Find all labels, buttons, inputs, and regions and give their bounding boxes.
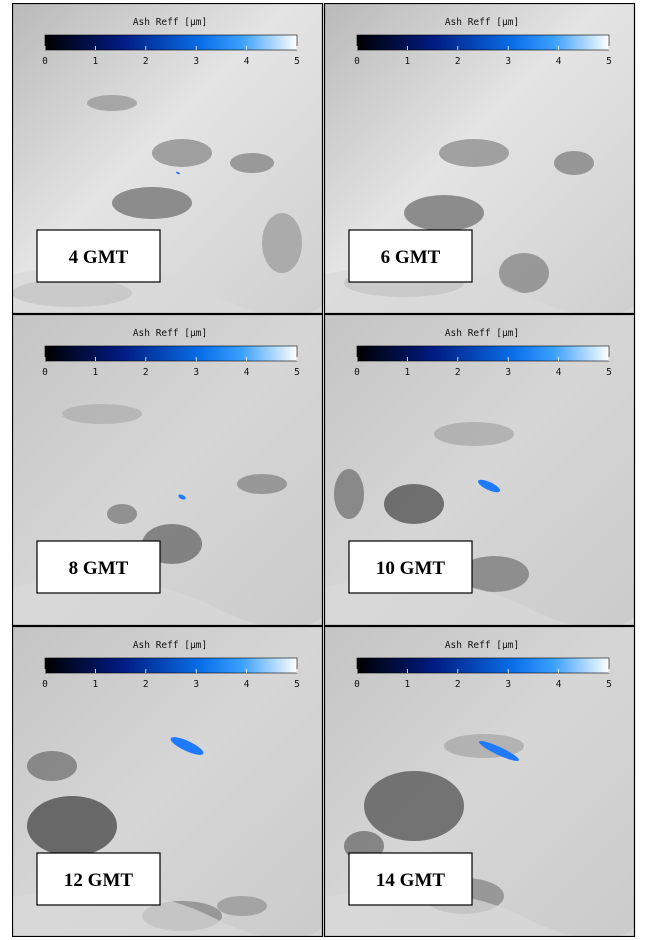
cloud (112, 187, 192, 219)
cloud (217, 896, 267, 916)
cloud (334, 469, 364, 519)
cloud (404, 195, 484, 231)
panel: Ash Reff [µm] 0 1 2 3 4 5 8 GMT (12, 314, 323, 629)
colorbar (357, 346, 609, 361)
cloud (554, 151, 594, 175)
colorbar-title: Ash Reff [µm] (133, 17, 207, 28)
time-label: 10 GMT (376, 558, 445, 579)
cloud (262, 213, 302, 273)
panel: Ash Reff [µm] 0 1 2 3 4 5 10 GMT (324, 314, 635, 629)
cloud (434, 422, 514, 446)
colorbar-title: Ash Reff [µm] (133, 640, 207, 651)
colorbar-tick-label: 4 (556, 679, 562, 690)
cloud (439, 139, 509, 167)
colorbar-tick-label: 3 (193, 367, 199, 378)
colorbar-tick-label: 4 (244, 367, 250, 378)
panel: Ash Reff [µm] 0 1 2 3 4 5 4 GMT (12, 3, 323, 317)
colorbar-tick-label: 2 (143, 679, 149, 690)
panel: Ash Reff [µm] 0 1 2 3 4 5 12 GMT (12, 626, 323, 937)
cloud (384, 484, 444, 524)
colorbar-tick-label: 0 (42, 679, 48, 690)
colorbar-tick-label: 2 (143, 367, 149, 378)
colorbar-tick-label: 3 (193, 56, 199, 67)
colorbar-tick-label: 5 (606, 679, 612, 690)
colorbar-tick-label: 4 (556, 367, 562, 378)
cloud (364, 771, 464, 841)
colorbar-tick-label: 4 (244, 679, 250, 690)
colorbar-tick-label: 5 (294, 679, 300, 690)
cloud (27, 751, 77, 781)
colorbar-tick-label: 4 (556, 56, 562, 67)
cloud (27, 796, 117, 856)
cloud (237, 474, 287, 494)
colorbar-tick-label: 1 (93, 56, 99, 67)
cloud (152, 139, 212, 167)
colorbar-tick-label: 5 (294, 367, 300, 378)
colorbar-tick-label: 2 (455, 56, 461, 67)
cloud (62, 404, 142, 424)
colorbar-tick-label: 0 (354, 56, 360, 67)
colorbar (357, 658, 609, 673)
panel: Ash Reff [µm] 0 1 2 3 4 5 14 GMT (324, 626, 635, 937)
colorbar-title: Ash Reff [µm] (445, 640, 519, 651)
colorbar-tick-label: 1 (405, 56, 411, 67)
time-label: 14 GMT (376, 870, 445, 891)
colorbar-tick-label: 1 (93, 679, 99, 690)
colorbar (357, 35, 609, 50)
colorbar-tick-label: 0 (42, 367, 48, 378)
colorbar-tick-label: 2 (455, 367, 461, 378)
colorbar-tick-label: 0 (354, 679, 360, 690)
colorbar-tick-label: 5 (606, 56, 612, 67)
colorbar-tick-label: 3 (505, 367, 511, 378)
colorbar-tick-label: 2 (455, 679, 461, 690)
colorbar (45, 35, 297, 50)
time-label: 8 GMT (69, 558, 129, 579)
colorbar-tick-label: 1 (405, 367, 411, 378)
colorbar-tick-label: 5 (606, 367, 612, 378)
cloud (87, 95, 137, 111)
colorbar-tick-label: 4 (244, 56, 250, 67)
colorbar-title: Ash Reff [µm] (445, 328, 519, 339)
cloud (107, 504, 137, 524)
colorbar-tick-label: 1 (405, 679, 411, 690)
colorbar-tick-label: 3 (505, 679, 511, 690)
colorbar-tick-label: 0 (42, 56, 48, 67)
colorbar-tick-label: 3 (505, 56, 511, 67)
cloud (230, 153, 274, 173)
colorbar-tick-label: 1 (93, 367, 99, 378)
colorbar-title: Ash Reff [µm] (133, 328, 207, 339)
time-label: 12 GMT (64, 870, 133, 891)
colorbar-title: Ash Reff [µm] (445, 17, 519, 28)
colorbar-tick-label: 0 (354, 367, 360, 378)
time-label: 6 GMT (381, 247, 441, 268)
colorbar-tick-label: 2 (143, 56, 149, 67)
colorbar-tick-label: 3 (193, 679, 199, 690)
colorbar-tick-label: 5 (294, 56, 300, 67)
colorbar (45, 346, 297, 361)
panel: Ash Reff [µm] 0 1 2 3 4 5 6 GMT (324, 3, 635, 317)
colorbar (45, 658, 297, 673)
time-label: 4 GMT (69, 247, 129, 268)
